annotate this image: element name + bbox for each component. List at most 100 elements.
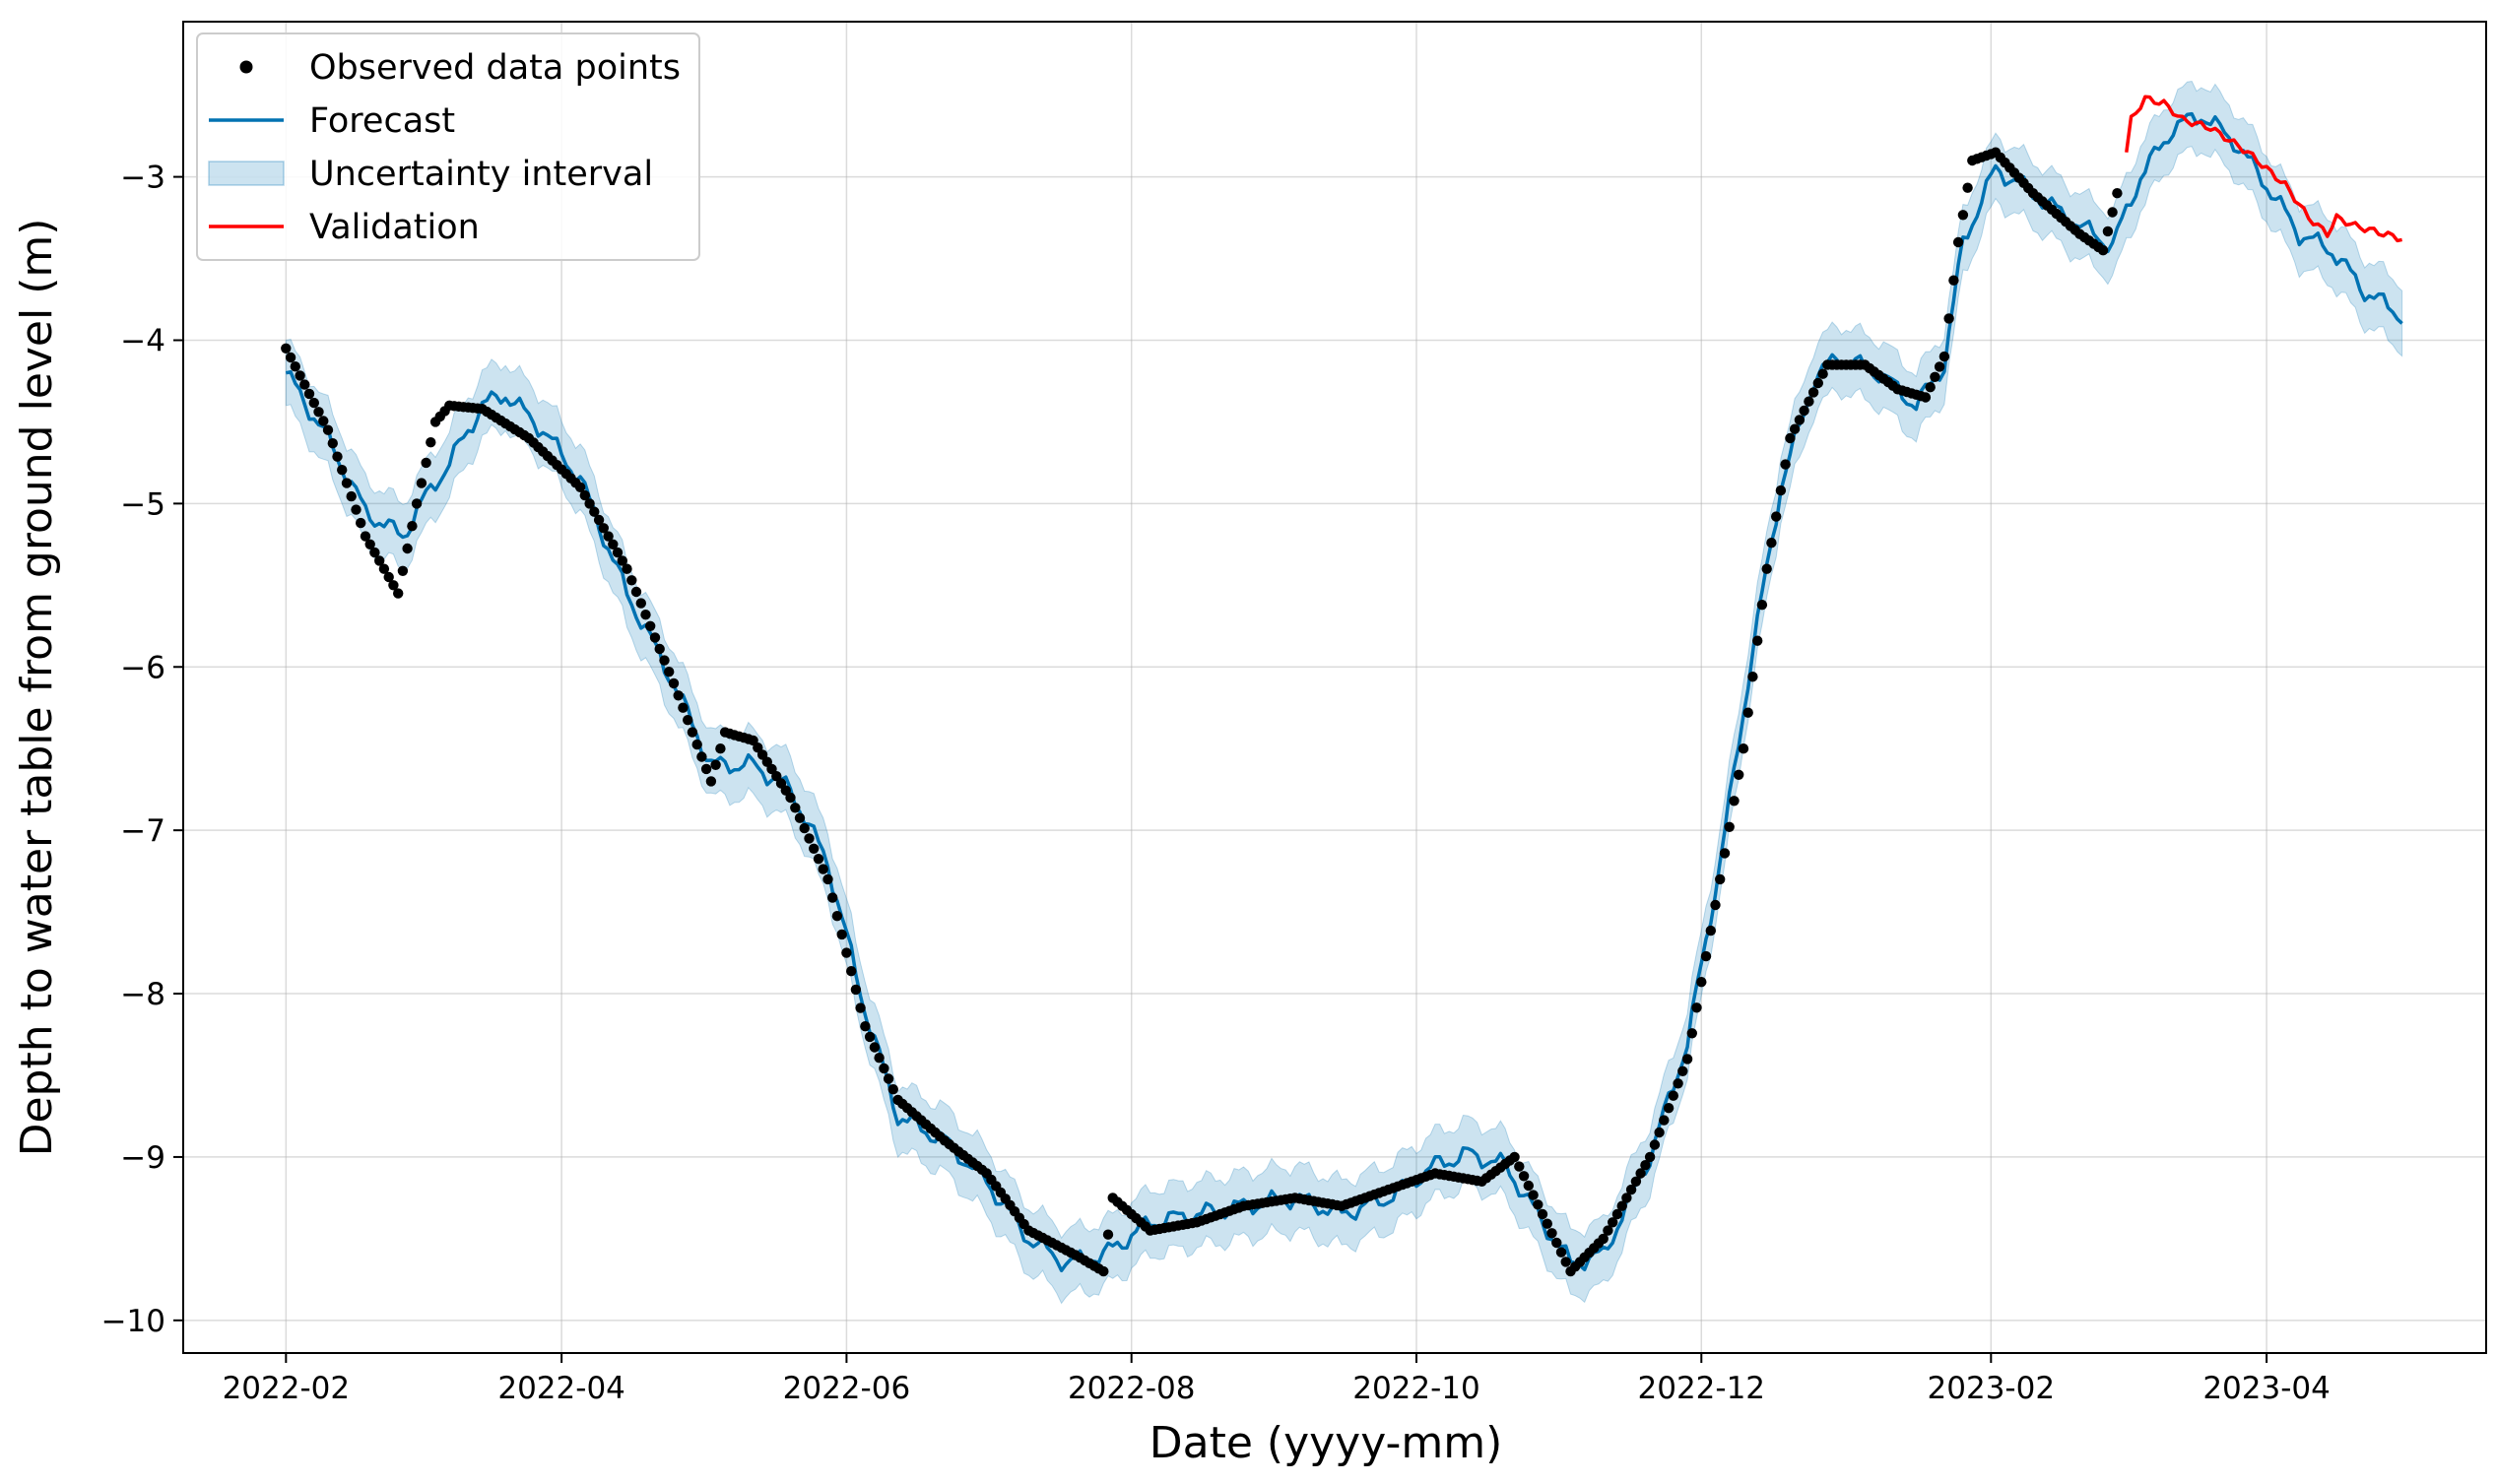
observed-point <box>318 416 329 426</box>
observed-point <box>874 1053 885 1064</box>
observed-point <box>1635 1168 1646 1179</box>
y-tick-label: −3 <box>120 161 165 196</box>
legend-label: Validation <box>309 208 480 247</box>
observed-point <box>818 864 828 874</box>
y-tick-label: −4 <box>120 323 165 358</box>
x-axis-ticks: 2022-02 2022-04 2022-06 2022-08 2022-10 2022-… <box>223 1353 2331 1406</box>
observed-point <box>1812 377 1824 389</box>
observed-point <box>383 571 394 583</box>
observed-point <box>1710 899 1721 911</box>
observed-point <box>1747 672 1758 682</box>
observed-point <box>659 655 670 666</box>
observed-point <box>1528 1190 1539 1200</box>
observed-point <box>1705 925 1717 936</box>
observed-point <box>1523 1180 1535 1192</box>
observed-point <box>1775 484 1787 496</box>
x-tick-label: 2022-06 <box>783 1371 911 1406</box>
observed-point <box>1952 236 1964 248</box>
observed-point <box>809 843 820 854</box>
observed-point <box>579 489 590 501</box>
observed-point <box>1668 1090 1679 1101</box>
y-axis-title: Depth to water table from ground level (… <box>12 219 62 1157</box>
uncertainty-band-layer <box>285 80 2403 1305</box>
observed-point <box>1673 1078 1683 1089</box>
observed-point <box>2097 245 2109 256</box>
observed-point <box>645 620 656 631</box>
observed-point <box>1742 707 1753 718</box>
observed-point <box>1630 1176 1642 1188</box>
observed-point <box>281 343 292 354</box>
legend-marker-band <box>208 161 285 186</box>
observed-point <box>593 514 605 526</box>
x-tick-label: 2022-08 <box>1068 1371 1196 1406</box>
observed-point <box>1621 1193 1632 1203</box>
y-tick-label: −9 <box>120 1140 165 1176</box>
observed-point <box>1677 1065 1688 1077</box>
observed-point <box>622 563 632 574</box>
x-tick-label: 2023-02 <box>1928 1371 2056 1406</box>
x-tick-label: 2022-04 <box>497 1371 625 1406</box>
observed-point <box>1608 1217 1618 1228</box>
observed-point <box>1514 1161 1525 1172</box>
observed-point <box>1691 1002 1702 1013</box>
observed-point <box>1934 361 1945 372</box>
observed-point <box>831 911 843 922</box>
observed-point <box>1542 1218 1553 1229</box>
y-tick-label: −10 <box>101 1304 165 1339</box>
observed-point <box>1533 1199 1544 1210</box>
observed-point <box>841 947 852 958</box>
observed-point <box>1659 1115 1670 1126</box>
observed-point <box>332 451 343 462</box>
observed-point <box>1649 1139 1661 1150</box>
observed-point <box>2102 226 2114 237</box>
forecast-layer <box>285 111 2403 1273</box>
observed-point <box>794 812 806 823</box>
y-tick-label: −6 <box>120 650 165 685</box>
observed-point <box>407 521 418 532</box>
observed-point <box>360 531 371 542</box>
observed-point <box>1799 405 1809 417</box>
observed-point <box>1686 1028 1698 1039</box>
observed-point <box>635 598 646 609</box>
observed-point <box>1644 1151 1656 1163</box>
observed-point <box>1696 977 1707 988</box>
observed-point <box>630 586 642 598</box>
observed-point <box>617 555 627 566</box>
observed-point <box>1957 210 1969 221</box>
observed-point <box>1654 1127 1665 1138</box>
observed-point <box>683 715 693 726</box>
observed-point <box>308 397 319 409</box>
observed-point <box>1948 275 1959 286</box>
observed-point <box>290 361 300 372</box>
observed-point <box>1555 1247 1567 1258</box>
observed-points-layer <box>281 147 2123 1277</box>
x-tick-label: 2023-04 <box>2202 1371 2331 1406</box>
observed-point <box>1640 1160 1651 1171</box>
validation-line <box>2125 95 2402 243</box>
observed-point <box>696 751 707 762</box>
observed-point <box>1766 538 1777 548</box>
observed-point <box>691 739 702 750</box>
observed-point <box>883 1073 894 1084</box>
observed-point <box>1780 459 1791 470</box>
observed-point <box>411 498 423 509</box>
observed-point <box>598 523 609 534</box>
observed-point <box>1756 600 1768 611</box>
observed-point <box>351 504 361 515</box>
observed-point <box>700 763 712 775</box>
observed-point <box>402 543 413 554</box>
observed-point <box>1817 368 1828 379</box>
observed-point <box>1611 1208 1623 1220</box>
x-tick-label: 2022-10 <box>1352 1371 1480 1406</box>
observed-point <box>426 437 436 448</box>
legend-label: Forecast <box>309 101 455 141</box>
observed-point <box>1785 432 1796 444</box>
observed-point <box>1752 635 1763 646</box>
observed-point <box>1925 382 1936 393</box>
observed-point <box>285 352 296 363</box>
observed-point <box>869 1042 881 1053</box>
observed-point <box>1518 1171 1530 1182</box>
legend-label: Observed data points <box>309 48 681 88</box>
observed-point <box>1719 848 1731 859</box>
observed-point <box>612 547 624 558</box>
